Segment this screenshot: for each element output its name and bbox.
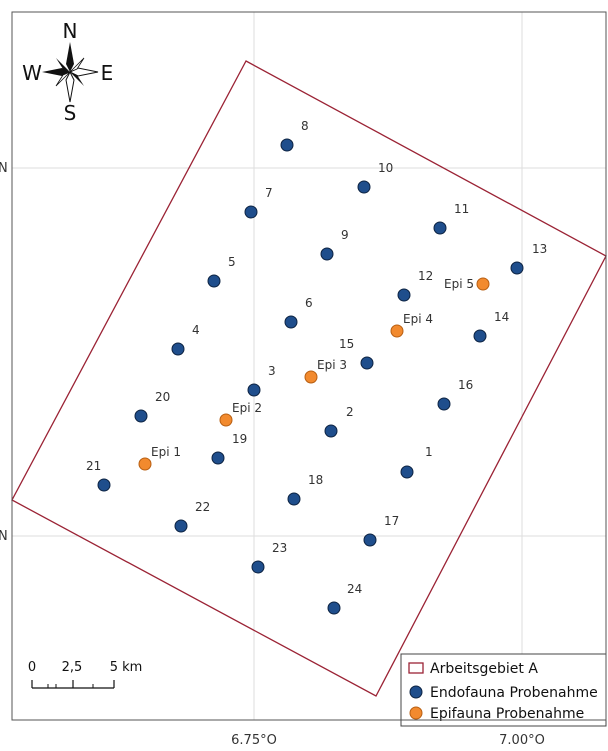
endofauna-station-12-marker (397, 288, 411, 302)
endofauna-station-8-label: 8 (301, 119, 309, 133)
legend-endofauna-label: Endofauna Probenahme (430, 685, 598, 701)
legend-area-swatch (408, 662, 424, 674)
grid-label-left-bottom: N (0, 529, 8, 544)
endofauna-station-14-label: 14 (494, 310, 509, 324)
endofauna-station-17-marker (363, 533, 377, 547)
epifauna-station-2-marker (219, 413, 233, 427)
endofauna-station-5-marker (207, 274, 221, 288)
endofauna-station-15-label: 15 (339, 337, 354, 351)
map-frame (11, 11, 607, 721)
endofauna-station-23-marker (251, 560, 265, 574)
endofauna-station-7-label: 7 (265, 186, 273, 200)
endofauna-station-8-marker (280, 138, 294, 152)
endofauna-station-2-label: 2 (346, 405, 354, 419)
study-area-outline (11, 60, 607, 697)
legend-box (400, 653, 607, 727)
endofauna-station-2-marker (324, 424, 338, 438)
scale-bar: 0 2,5 5 km (28, 660, 143, 689)
endofauna-station-19-label: 19 (232, 432, 247, 446)
epifauna-station-4-marker (390, 324, 404, 338)
grid-label-bottom-1: 6.75°O (231, 733, 277, 748)
compass-west-label: W (22, 61, 42, 85)
endofauna-station-3-label: 3 (268, 364, 276, 378)
legend: Arbeitsgebiet A Endofauna Probenahme Epi… (400, 653, 607, 727)
endofauna-station-24-label: 24 (347, 582, 362, 596)
endofauna-station-1-label: 1 (425, 445, 433, 459)
endofauna-station-7-marker (244, 205, 258, 219)
epifauna-stations: Epi 1 Epi 2 Epi 3 Epi 4 Epi 5 (138, 277, 490, 471)
epifauna-station-5-marker (476, 277, 490, 291)
endofauna-station-17-label: 17 (384, 514, 399, 528)
endofauna-station-10-marker (357, 180, 371, 194)
endofauna-station-10-label: 10 (378, 161, 393, 175)
endofauna-station-22-label: 22 (195, 500, 210, 514)
endofauna-station-20-label: 20 (155, 390, 170, 404)
endofauna-station-15-marker (360, 356, 374, 370)
legend-endofauna-marker (409, 685, 423, 699)
scale-label-end: 5 km (110, 660, 143, 675)
endofauna-station-12-label: 12 (418, 269, 433, 283)
epifauna-station-3-marker (304, 370, 318, 384)
endofauna-station-6-marker (284, 315, 298, 329)
compass-rose: N S W E (22, 19, 113, 125)
endofauna-station-23-label: 23 (272, 541, 287, 555)
endofauna-station-18-label: 18 (308, 473, 323, 487)
endofauna-station-13-marker (510, 261, 524, 275)
graticule (12, 12, 606, 720)
endofauna-station-9-marker (320, 247, 334, 261)
grid-label-bottom-2: 7.00°O (499, 733, 545, 748)
endofauna-station-24-marker (327, 601, 341, 615)
endofauna-station-21-marker (97, 478, 111, 492)
scale-label-mid: 2,5 (62, 660, 83, 675)
epifauna-station-3-label: Epi 3 (317, 358, 347, 372)
endofauna-station-3-marker (247, 383, 261, 397)
endofauna-station-21-label: 21 (86, 459, 101, 473)
endofauna-station-4-label: 4 (192, 323, 200, 337)
endofauna-station-16-label: 16 (458, 378, 473, 392)
epifauna-station-1-marker (138, 457, 152, 471)
endofauna-station-11-label: 11 (454, 202, 469, 216)
epifauna-station-2-label: Epi 2 (232, 401, 262, 415)
compass-star-icon (42, 42, 99, 103)
grid-label-left-top: N (0, 161, 8, 176)
endofauna-station-13-label: 13 (532, 242, 547, 256)
endofauna-station-6-label: 6 (305, 296, 313, 310)
compass-east-label: E (101, 61, 114, 85)
endofauna-station-18-marker (287, 492, 301, 506)
compass-north-label: N (63, 19, 78, 43)
endofauna-station-16-marker (437, 397, 451, 411)
endofauna-station-11-marker (433, 221, 447, 235)
epifauna-station-4-label: Epi 4 (403, 312, 433, 326)
endofauna-station-5-label: 5 (228, 255, 236, 269)
compass-south-label: S (64, 101, 77, 125)
scale-label-0: 0 (28, 660, 36, 675)
endofauna-station-14-marker (473, 329, 487, 343)
endofauna-station-4-marker (171, 342, 185, 356)
endofauna-station-20-marker (134, 409, 148, 423)
legend-area-label: Arbeitsgebiet A (430, 661, 538, 677)
legend-epifauna-marker (409, 706, 423, 720)
endofauna-station-19-marker (211, 451, 225, 465)
epifauna-station-1-label: Epi 1 (151, 445, 181, 459)
endofauna-station-22-marker (174, 519, 188, 533)
endofauna-station-1-marker (400, 465, 414, 479)
endofauna-station-9-label: 9 (341, 228, 349, 242)
epifauna-station-5-label: Epi 5 (444, 277, 474, 291)
legend-epifauna-label: Epifauna Probenahme (430, 706, 584, 722)
